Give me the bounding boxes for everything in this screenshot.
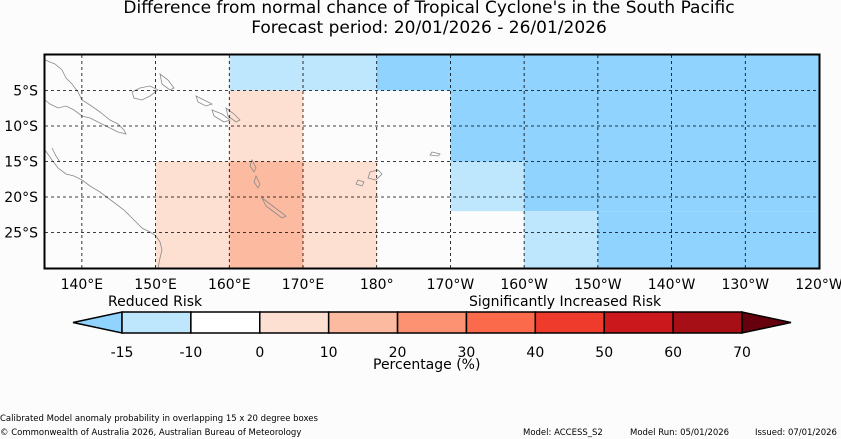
new-caledonia-coast [261, 197, 287, 219]
new-ireland-coast [159, 73, 175, 91]
legend-tick-label: -15 [111, 345, 134, 361]
anomaly-cell-2 [376, 55, 819, 91]
increased-risk-label: Significantly Increased Risk [469, 294, 662, 310]
legend-bin [534, 311, 605, 334]
new-britain-coast [131, 85, 159, 101]
longitude-tick-labels: 140°E 150°E 160°E 170°E 180° 170°W 160°W 150°W 1… [61, 277, 841, 293]
legend-bin [603, 311, 674, 334]
lon-tick-label: 150°E [134, 277, 177, 293]
lat-tick-label: 15°S [4, 155, 38, 171]
lat-tick-label: 5°S [13, 84, 38, 100]
lat-tick-label: 10°S [4, 119, 38, 135]
legend-colorbar [72, 311, 792, 334]
lon-tick-label: 150°W [574, 277, 622, 293]
lon-tick-label: 140°W [648, 277, 696, 293]
legend-tick-label: 40 [526, 345, 544, 361]
latitude-tick-labels: 5°S 10°S 15°S 20°S 25°S [4, 84, 38, 242]
anomaly-cell-1 [303, 55, 377, 91]
legend-tick-label: 20 [389, 345, 407, 361]
legend-tick-label: 70 [733, 345, 751, 361]
chart-subtitle: Forecast period: 20/01/2026 - 26/01/2026 [251, 18, 607, 38]
legend-tick-label: 50 [595, 345, 613, 361]
legend-bin [465, 311, 537, 334]
lon-tick-label: 160°W [500, 277, 548, 293]
anomaly-cell-11 [597, 211, 819, 268]
lon-tick-label: 130°W [721, 277, 769, 293]
lon-tick-label: 170°E [282, 277, 325, 293]
samoa-coast [429, 151, 441, 157]
anomaly-cell-0 [229, 55, 303, 91]
anomaly-cells [155, 55, 819, 268]
legend-tick-label: 10 [320, 345, 338, 361]
legend-tick-label: -10 [179, 345, 202, 361]
anomaly-cell-5 [155, 161, 230, 268]
queensland-bight [51, 147, 61, 163]
chart-title: Difference from normal chance of Tropica… [123, 0, 735, 18]
reduced-risk-label: Reduced Risk [108, 294, 203, 310]
vanuatu-coast [249, 158, 261, 189]
legend-tick-label: 0 [255, 345, 264, 361]
lon-tick-label: 140°E [61, 277, 104, 293]
legend-bin [190, 311, 261, 334]
coastlines [44, 59, 441, 269]
legend-bin [672, 311, 743, 334]
footer-copyright: © Commonwealth of Australia 2026, Austra… [0, 428, 302, 438]
anomaly-cell-10 [524, 211, 598, 268]
anomaly-cell-3 [229, 90, 303, 162]
map-frame [43, 53, 821, 270]
anomaly-cell-7 [303, 161, 377, 268]
legend-bin [327, 311, 399, 334]
legend-tick-label: 30 [458, 345, 476, 361]
legend-under-arrow [72, 311, 123, 334]
solomon-islands-coast [195, 95, 241, 123]
lat-tick-label: 20°S [4, 190, 38, 206]
papua-new-guinea-coast [44, 59, 127, 135]
anomaly-cell-6 [229, 161, 303, 268]
lon-tick-label: 120°W [795, 277, 841, 293]
legend-axis-label: Percentage (%) [373, 357, 481, 373]
legend-bin [121, 311, 192, 334]
legend-tick-labels: -15 -10 0 10 20 30 40 50 60 70 [111, 345, 751, 361]
footer-note: Calibrated Model anomaly probability in … [0, 414, 318, 424]
legend-bin [259, 311, 330, 334]
lon-tick-label: 180° [360, 277, 394, 293]
lon-tick-label: 170°W [427, 277, 475, 293]
australia-coast [44, 149, 163, 269]
lon-tick-label: 160°E [208, 277, 251, 293]
lat-tick-label: 25°S [4, 226, 38, 242]
legend-over-arrow [741, 311, 792, 334]
anomaly-cell-8 [450, 161, 525, 212]
footer-model: Model: ACCESS_S2 [523, 428, 603, 438]
legend-bin [396, 311, 468, 334]
graticule [45, 55, 819, 268]
legend-tick-label: 60 [664, 345, 682, 361]
anomaly-cell-9 [524, 161, 819, 212]
footer-model-run: Model Run: 05/01/2026 [630, 428, 730, 438]
footer-issued: Issued: 07/01/2026 [755, 428, 837, 438]
